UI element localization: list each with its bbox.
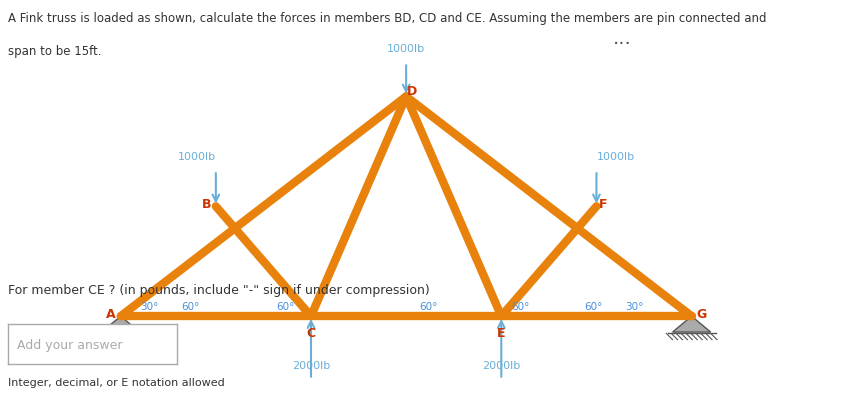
Text: 1000lb: 1000lb bbox=[178, 151, 216, 161]
Polygon shape bbox=[101, 316, 140, 332]
Text: 60°: 60° bbox=[584, 301, 603, 311]
Text: Add your answer: Add your answer bbox=[17, 338, 122, 351]
Text: For member CE ? (in pounds, include "-" sign if under compression): For member CE ? (in pounds, include "-" … bbox=[8, 284, 430, 296]
Polygon shape bbox=[673, 316, 711, 332]
Text: G: G bbox=[696, 307, 706, 320]
Text: A Fink truss is loaded as shown, calculate the forces in members BD, CD and CE. : A Fink truss is loaded as shown, calcula… bbox=[8, 12, 767, 25]
Text: 2000lb: 2000lb bbox=[482, 360, 521, 370]
Text: 60°: 60° bbox=[511, 301, 529, 311]
Text: D: D bbox=[408, 84, 418, 97]
Text: 30°: 30° bbox=[140, 301, 159, 311]
Text: 60°: 60° bbox=[181, 301, 200, 311]
Text: 2000lb: 2000lb bbox=[292, 360, 330, 370]
Text: span to be 15ft.: span to be 15ft. bbox=[8, 45, 102, 58]
Text: F: F bbox=[598, 197, 607, 210]
Text: 30°: 30° bbox=[625, 301, 644, 311]
Text: 1000lb: 1000lb bbox=[597, 151, 635, 161]
Text: B: B bbox=[202, 197, 211, 210]
Text: ···: ··· bbox=[613, 35, 631, 54]
Text: 1000lb: 1000lb bbox=[387, 44, 425, 54]
Text: 60°: 60° bbox=[419, 301, 437, 311]
Text: Integer, decimal, or E notation allowed: Integer, decimal, or E notation allowed bbox=[8, 377, 225, 387]
Text: 60°: 60° bbox=[277, 301, 295, 311]
Text: C: C bbox=[306, 326, 316, 339]
Text: E: E bbox=[497, 326, 506, 339]
Text: A: A bbox=[106, 307, 116, 320]
